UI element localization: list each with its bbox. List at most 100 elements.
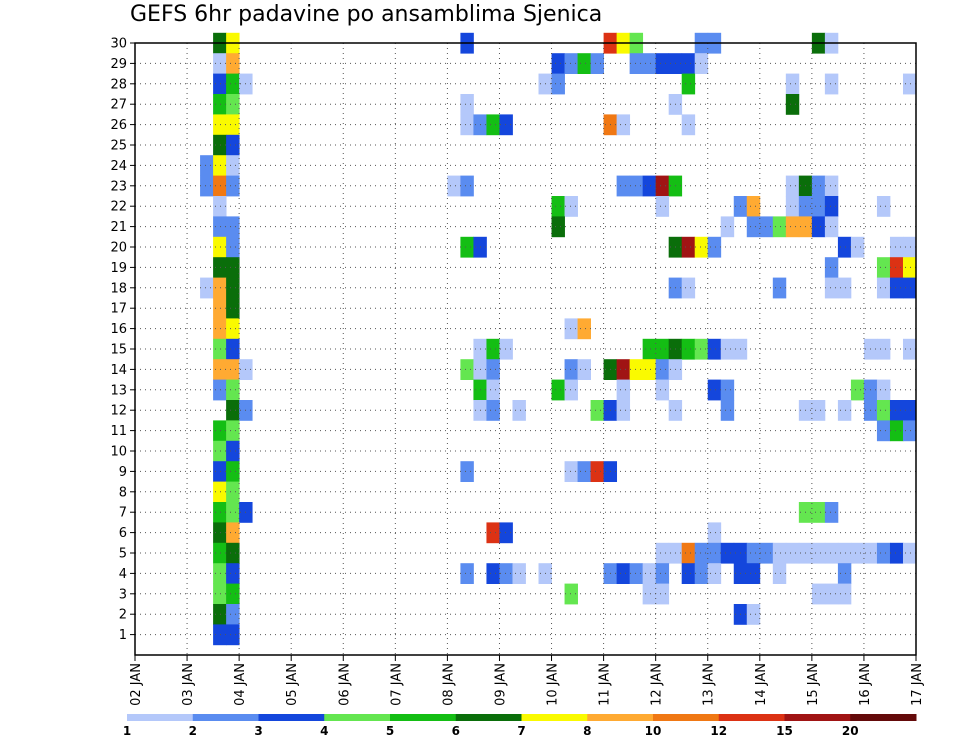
heatmap-cell	[785, 216, 800, 238]
heatmap-cell	[200, 277, 214, 299]
heatmap-cell	[564, 318, 578, 340]
y-tick-label: 6	[119, 526, 127, 541]
x-tick-label: 12 JAN	[650, 663, 665, 706]
heatmap-cell	[213, 155, 227, 176]
heatmap-cell	[707, 236, 722, 258]
heatmap-cell	[707, 522, 722, 544]
heatmap-cell	[213, 440, 227, 462]
heatmap-cell	[564, 583, 578, 605]
heatmap-cell	[213, 481, 227, 503]
heatmap-cell	[681, 542, 696, 564]
y-tick-label: 26	[110, 118, 127, 133]
heatmap-cell	[642, 53, 657, 74]
heatmap-cell	[226, 155, 240, 176]
heatmap-cell	[746, 196, 761, 217]
heatmap-cell	[681, 73, 696, 95]
colorbar: 1 2 3 4 5 6 7 8 10 12 15 20	[123, 714, 917, 738]
heatmap-cell	[720, 379, 735, 401]
heatmap-cell	[590, 400, 604, 421]
heatmap-cell	[551, 379, 565, 401]
heatmap-cell	[837, 563, 852, 584]
colorbar-label: 15	[776, 724, 793, 738]
heatmap-cell	[512, 563, 526, 584]
y-tick-label: 25	[110, 139, 127, 154]
heatmap-cell	[460, 563, 474, 584]
heatmap-cell	[902, 257, 917, 278]
y-tick-label: 14	[110, 363, 127, 378]
x-tick-label: 14 JAN	[754, 663, 769, 706]
heatmap-cell	[824, 257, 839, 278]
heatmap-cell	[850, 542, 865, 564]
heatmap-cell	[213, 461, 227, 482]
x-tick-label: 07 JAN	[389, 663, 404, 706]
heatmap-cell	[902, 420, 917, 442]
heatmap-cell	[577, 461, 591, 482]
heatmap-cell	[707, 563, 722, 584]
colorbar-label: 20	[842, 724, 859, 738]
y-tick-label: 30	[110, 37, 127, 52]
heatmap-cell	[226, 277, 240, 299]
heatmap-cell	[213, 175, 227, 197]
heatmap-cell	[551, 196, 565, 217]
y-tick-label: 19	[110, 261, 127, 276]
colorbar-swatch	[192, 714, 259, 721]
heatmap-cell	[681, 338, 696, 360]
colorbar-label: 12	[710, 724, 727, 738]
heatmap-cell	[213, 298, 227, 319]
heatmap-cell	[694, 563, 709, 584]
heatmap-cell	[824, 583, 839, 605]
heatmap-cell	[785, 175, 800, 197]
heatmap-cell	[564, 359, 578, 380]
heatmap-cell	[889, 400, 904, 421]
heatmap-cell	[447, 175, 461, 197]
y-tick-label: 17	[110, 302, 127, 317]
y-tick-label: 12	[110, 404, 127, 419]
heatmap-cell	[629, 53, 644, 74]
heatmap-cell	[694, 53, 709, 74]
x-tick-label: 17 JAN	[910, 663, 925, 706]
heatmap-cell	[499, 563, 513, 584]
heatmap-cell	[681, 114, 696, 136]
heatmap-cell	[707, 379, 722, 401]
heatmap-cell	[772, 542, 787, 564]
heatmap-cell	[681, 277, 696, 299]
heatmap-cell	[213, 236, 227, 258]
y-tick-label: 27	[110, 98, 127, 113]
heatmap-cell	[486, 400, 500, 421]
heatmap-cell	[486, 379, 500, 401]
heatmap-cell	[811, 542, 826, 564]
heatmap-cell	[486, 338, 500, 360]
colorbar-swatch	[718, 714, 785, 721]
heatmap-cell	[226, 114, 240, 136]
heatmap-cell	[213, 196, 227, 217]
heatmap-cell	[226, 318, 240, 340]
heatmap-cell	[746, 563, 761, 584]
x-tick-label: 03 JAN	[181, 663, 196, 706]
heatmap-cell	[226, 522, 240, 544]
heatmap-cell	[746, 542, 761, 564]
heatmap-cell	[824, 216, 839, 238]
heatmap-cell	[811, 502, 826, 523]
heatmap-cell	[460, 359, 474, 380]
heatmap-cell	[785, 94, 800, 115]
colorbar-label: 1	[123, 724, 131, 738]
heatmap-cell	[681, 53, 696, 74]
x-tick-label: 16 JAN	[858, 663, 873, 706]
colorbar-swatch	[587, 714, 654, 721]
heatmap-cell	[876, 196, 891, 217]
heatmap-cell	[551, 53, 565, 74]
heatmap-cell	[460, 236, 474, 258]
heatmap-cell	[889, 257, 904, 278]
colorbar-swatch	[653, 714, 720, 721]
heatmap-cell	[655, 542, 670, 564]
heatmap-cell	[616, 114, 631, 136]
colorbar-label: 2	[189, 724, 197, 738]
heatmap-cell	[746, 604, 761, 625]
heatmap-cell	[226, 379, 240, 401]
heatmap-cell	[642, 563, 657, 584]
colorbar-label: 7	[517, 724, 525, 738]
heatmap-cell	[655, 175, 670, 197]
heatmap-cell	[681, 236, 696, 258]
heatmap-cell	[785, 542, 800, 564]
heatmap-cell	[226, 440, 240, 462]
